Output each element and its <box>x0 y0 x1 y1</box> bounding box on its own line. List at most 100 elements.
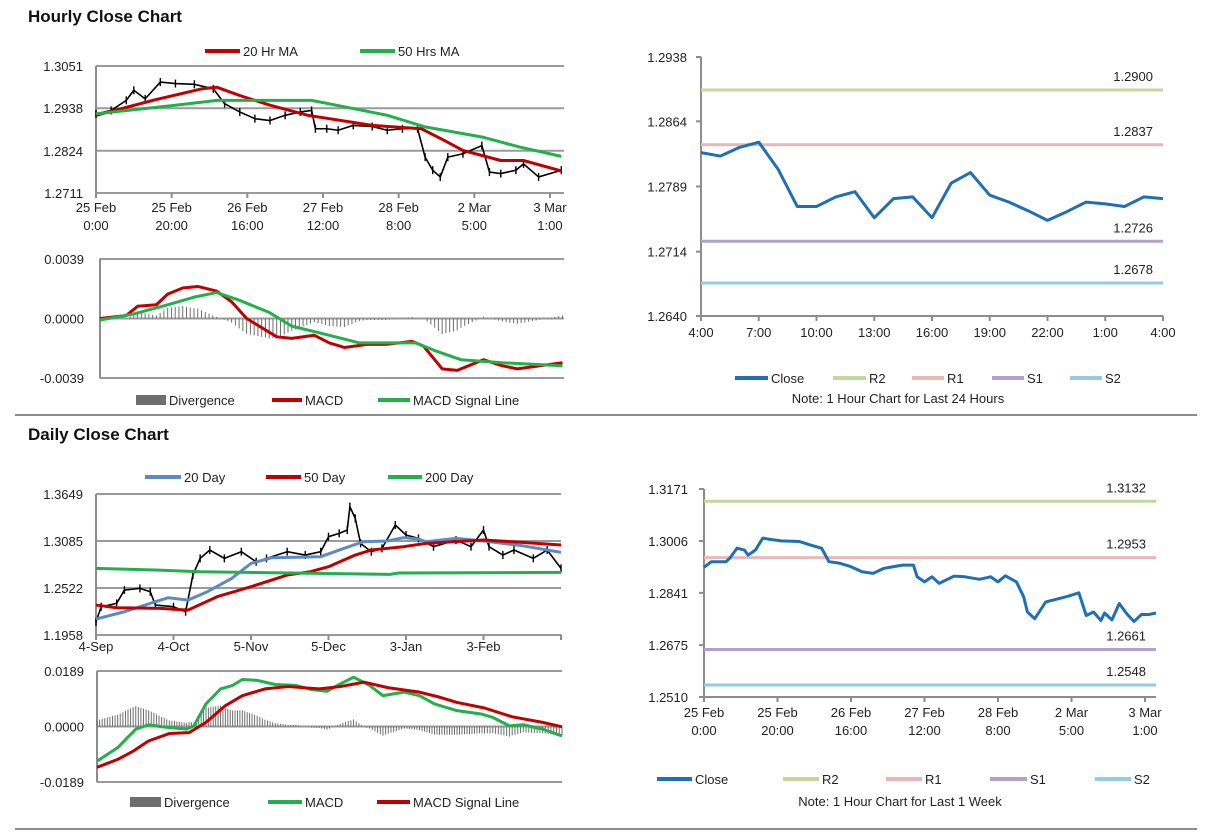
level-value-label: 1.2837 <box>1113 124 1153 139</box>
x-tick-date: 2 Mar <box>1055 705 1089 720</box>
legend-item-20-day: 20 Day <box>145 470 226 485</box>
x-tick-time: 8:00 <box>985 723 1010 738</box>
x-tick-time: 1:00 <box>1132 723 1157 738</box>
legend-item-macd: MACD <box>268 795 343 810</box>
20-hr-ma-series-line <box>95 85 562 173</box>
x-tick-label: 3-Feb <box>467 639 501 654</box>
x-tick-label: 5-Nov <box>234 639 269 654</box>
x-tick-label: 19:00 <box>973 325 1006 340</box>
bottom-divider <box>15 828 1197 830</box>
x-tick-label: 7:00 <box>746 325 771 340</box>
50-hrs-ma-series-line <box>95 98 562 158</box>
legend-item-200-day: 200 Day <box>388 470 474 485</box>
chart-note: Note: 1 Hour Chart for Last 1 Week <box>798 794 1002 809</box>
legend-label: R1 <box>925 772 942 787</box>
y-tick-label: 0.0189 <box>44 664 84 679</box>
legend: Close R2 R1 S1 S2 <box>735 371 1121 386</box>
legend-item-50-hrs-ma: 50 Hrs MA <box>360 44 460 59</box>
x-tick-time: 12:00 <box>307 218 340 233</box>
x-tick-date: 28 Feb <box>978 705 1018 720</box>
y-tick-label: 1.1958 <box>43 628 83 643</box>
x-tick-date: 27 Feb <box>904 705 944 720</box>
legend-item-r1: R1 <box>912 371 964 386</box>
y-tick-label: 0.0000 <box>44 312 84 327</box>
x-tick-time: 5:00 <box>462 218 487 233</box>
legend: Divergence MACD MACD Signal Line <box>130 795 519 810</box>
close-series-line <box>700 140 1164 222</box>
y-tick-label: 1.2640 <box>647 309 687 324</box>
x-tick-label: 22:00 <box>1031 325 1064 340</box>
legend-item-divergence: Divergence <box>136 393 235 408</box>
legend-label: R1 <box>947 371 964 386</box>
y-tick-label: 1.2938 <box>43 101 83 116</box>
level-value-label: 1.3132 <box>1106 480 1146 495</box>
legend-label: 20 Day <box>184 470 226 485</box>
legend-label: 50 Day <box>304 470 346 485</box>
chart-note: Note: 1 Hour Chart for Last 24 Hours <box>792 391 1005 406</box>
legend-label: MACD Signal Line <box>413 393 519 408</box>
legend: Divergence MACD MACD Signal Line <box>136 393 519 408</box>
x-tick-date: 25 Feb <box>76 200 116 215</box>
legend-item-s1: S1 <box>992 371 1043 386</box>
legend-label: S2 <box>1134 772 1150 787</box>
legend-item-close: Close <box>657 772 728 787</box>
level-value-label: 1.2726 <box>1113 220 1153 235</box>
y-tick-label: 1.2789 <box>647 180 687 195</box>
legend-label: Divergence <box>164 795 230 810</box>
close-series-line <box>703 536 1157 623</box>
divergence-bars <box>99 306 563 339</box>
legend: Close R2 R1 S1 S2 <box>657 772 1150 787</box>
x-tick-label: 4-Sep <box>79 639 114 654</box>
x-tick-time: 16:00 <box>835 723 868 738</box>
x-tick-date: 25 Feb <box>757 705 797 720</box>
x-tick-label: 10:00 <box>800 325 833 340</box>
legend-item-divergence: Divergence <box>130 795 230 810</box>
macd-series-line <box>99 284 563 372</box>
x-tick-time: 0:00 <box>691 723 716 738</box>
legend-item-20-hr-ma: 20 Hr MA <box>205 44 298 59</box>
macd-signal-line-series-line <box>96 680 563 769</box>
legend-label: Close <box>771 371 804 386</box>
legend-item-macd-signal-line: MACD Signal Line <box>377 795 519 810</box>
y-tick-label: 1.2714 <box>647 245 687 260</box>
x-tick-time: 20:00 <box>761 723 794 738</box>
x-tick-time: 5:00 <box>1059 723 1084 738</box>
legend-label: MACD Signal Line <box>413 795 519 810</box>
x-tick-date: 28 Feb <box>378 200 418 215</box>
legend-item-macd: MACD <box>272 393 343 408</box>
x-tick-label: 4:00 <box>688 325 713 340</box>
macd-signal-line-series-line <box>99 291 563 368</box>
x-tick-label: 3-Jan <box>390 639 423 654</box>
level-value-label: 1.2678 <box>1113 262 1153 277</box>
y-tick-label: 1.2675 <box>648 638 688 653</box>
legend-label: Close <box>695 772 728 787</box>
x-tick-time: 8:00 <box>386 218 411 233</box>
price-series-line <box>95 505 562 623</box>
x-tick-label: 16:00 <box>916 325 949 340</box>
price-series-line <box>95 81 562 178</box>
x-tick-date: 25 Feb <box>684 705 724 720</box>
y-tick-label: 1.2711 <box>44 186 83 201</box>
legend-item-50-day: 50 Day <box>266 470 346 485</box>
legend-swatch <box>130 797 161 807</box>
x-tick-date: 3 Mar <box>533 200 567 215</box>
x-tick-time: 16:00 <box>231 218 264 233</box>
legend: 20 Hr MA 50 Hrs MA <box>205 44 460 59</box>
y-tick-label: 1.2522 <box>43 581 83 596</box>
x-tick-time: 20:00 <box>155 218 188 233</box>
legend-label: 20 Hr MA <box>243 44 298 59</box>
hourly-section-title: Hourly Close Chart <box>28 7 182 26</box>
legend-item-macd-signal-line: MACD Signal Line <box>378 393 519 408</box>
legend-item-r2: R2 <box>833 371 886 386</box>
legend-label: R2 <box>869 371 886 386</box>
x-tick-time: 12:00 <box>908 723 941 738</box>
y-tick-label: 1.2938 <box>647 50 687 65</box>
y-tick-label: 1.2864 <box>647 114 687 129</box>
legend-label: R2 <box>822 772 839 787</box>
macd-series-line <box>96 675 563 763</box>
200-day-series-line <box>95 566 562 576</box>
